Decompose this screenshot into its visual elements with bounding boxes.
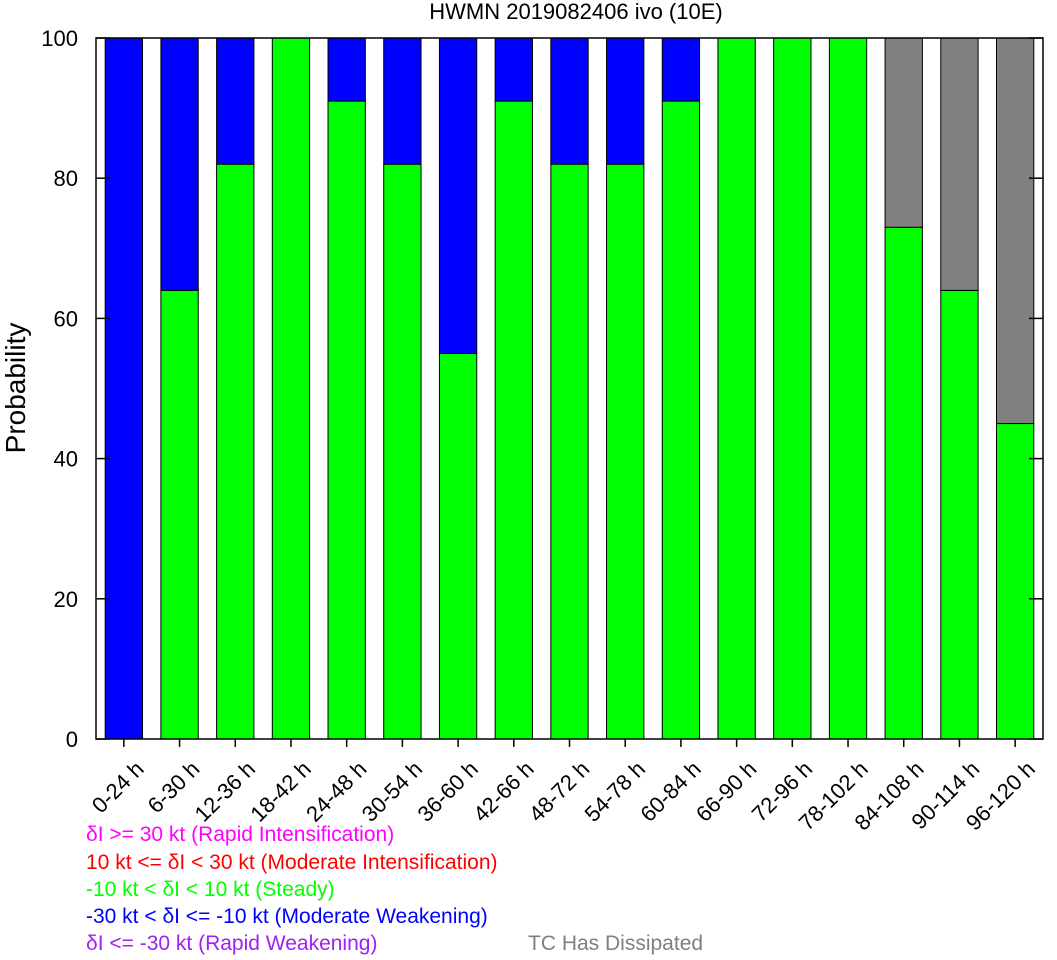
y-tick-label-60: 60 (54, 306, 78, 331)
bar-96-120-h-dissipated (995, 37, 1035, 425)
bar-66-90-h-steady (717, 37, 756, 740)
y-tick-label-80: 80 (54, 166, 78, 191)
x-tick-label-60-84-h: 60-84 h (635, 756, 705, 826)
bar-30-54-h-steady (383, 163, 422, 740)
bar-54-78-h-moderate-weakening (606, 37, 645, 165)
bar-12-36-h-moderate-weakening (216, 37, 255, 165)
bar-84-108-h-steady (884, 226, 923, 740)
x-axis-ticks: 0-24 h6-30 h12-36 h18-42 h24-48 h30-54 h… (87, 739, 1040, 835)
y-tick-label-0: 0 (66, 727, 78, 752)
x-tick-label-12-36-h: 12-36 h (190, 756, 260, 826)
bar-96-120-h-steady (995, 423, 1035, 740)
legend-item-rapid-intensification: δI >= 30 kt (Rapid Intensification) (86, 823, 395, 846)
bar-60-84-h-moderate-weakening (661, 37, 701, 102)
x-tick-label-36-60-h: 36-60 h (412, 756, 482, 826)
bar-0-24-h-moderate-weakening (104, 37, 144, 740)
y-axis-label: Probability (0, 323, 31, 454)
x-tick-label-18-42-h: 18-42 h (245, 756, 315, 826)
x-tick-label-54-78-h: 54-78 h (580, 756, 650, 826)
bar-84-108-h-dissipated (884, 37, 923, 228)
bar-78-102-h-steady (828, 37, 868, 740)
bar-24-48-h-steady (327, 100, 366, 740)
bar-90-114-h-dissipated (940, 37, 979, 291)
x-tick-label-0-24-h: 0-24 h (87, 756, 149, 818)
bar-42-66-h-moderate-weakening (494, 37, 533, 102)
x-tick-label-48-72-h: 48-72 h (524, 756, 594, 826)
legend-item-moderate-weakening: -30 kt < δI <= -10 kt (Moderate Weakenin… (86, 905, 488, 928)
y-axis-ticks: 0 20 40 60 80 100 (41, 26, 1043, 752)
x-tick-label-24-48-h: 24-48 h (301, 756, 371, 826)
bar-6-30-h-moderate-weakening (160, 37, 199, 291)
bar-48-72-h-steady (550, 163, 589, 740)
legend-item-moderate-intensification: 10 kt <= δI < 30 kt (Moderate Intensific… (86, 851, 498, 874)
bar-30-54-h-moderate-weakening (383, 37, 422, 165)
bar-36-60-h-moderate-weakening (438, 37, 478, 354)
bar-90-114-h-steady (940, 289, 979, 740)
chart-title: HWMN 2019082406 ivo (10E) (429, 0, 722, 24)
x-tick-label-66-90-h: 66-90 h (691, 756, 761, 826)
bars-group (104, 37, 1035, 740)
bar-18-42-h-steady (271, 37, 311, 740)
legend-item-dissipated: TC Has Dissipated (528, 932, 704, 955)
y-tick-label-20: 20 (54, 587, 78, 612)
bar-54-78-h-steady (606, 163, 645, 740)
y-tick-label-100: 100 (41, 26, 78, 51)
bar-60-84-h-steady (661, 100, 701, 740)
bar-24-48-h-moderate-weakening (327, 37, 366, 102)
bar-6-30-h-steady (160, 289, 199, 740)
legend-item-steady: -10 kt < δI < 10 kt (Steady) (86, 878, 335, 901)
bar-36-60-h-steady (438, 352, 478, 740)
bar-12-36-h-steady (216, 163, 255, 740)
bar-48-72-h-moderate-weakening (550, 37, 589, 165)
legend-item-rapid-weakening: δI <= -30 kt (Rapid Weakening) (86, 932, 378, 955)
bar-42-66-h-steady (494, 100, 533, 740)
y-tick-label-40: 40 (54, 447, 78, 472)
x-tick-label-42-66-h: 42-66 h (468, 756, 538, 826)
bar-72-96-h-steady (773, 37, 812, 740)
x-tick-label-30-54-h: 30-54 h (357, 756, 427, 826)
